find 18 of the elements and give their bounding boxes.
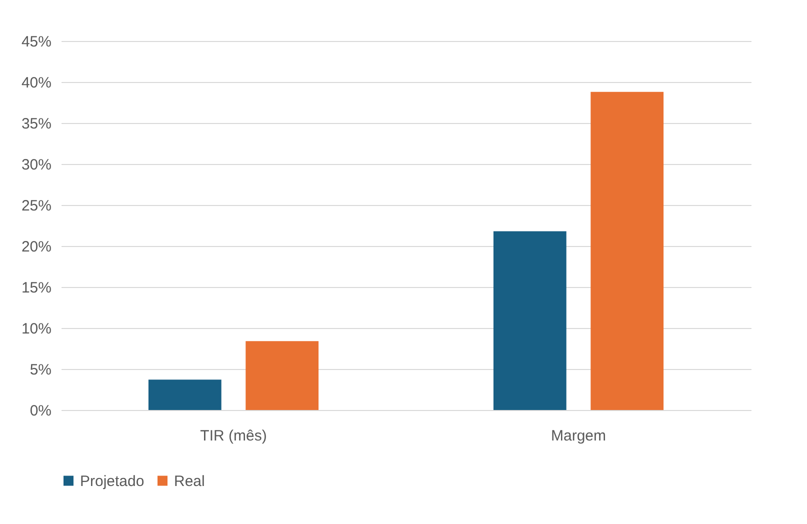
- x-tick-label: TIR (mês): [200, 428, 267, 444]
- y-tick-label: 10%: [21, 320, 52, 338]
- bar: [493, 231, 566, 410]
- y-tick-label: 15%: [21, 280, 52, 296]
- bar: [148, 380, 222, 410]
- y-tick-label: 35%: [21, 116, 52, 132]
- bar: [246, 341, 319, 410]
- y-tick-label: 0%: [30, 402, 52, 420]
- y-tick-label: 20%: [21, 238, 52, 256]
- y-tick-label: 25%: [21, 198, 52, 214]
- y-tick-label: 40%: [21, 74, 52, 92]
- legend-label: Real: [174, 472, 205, 490]
- y-tick-label: 5%: [30, 362, 52, 378]
- y-tick-label: 30%: [21, 156, 52, 174]
- legend-label: Projetado: [80, 472, 144, 490]
- x-tick-label: Margem: [550, 428, 606, 444]
- bar: [590, 92, 664, 410]
- y-tick-label: 45%: [21, 34, 52, 50]
